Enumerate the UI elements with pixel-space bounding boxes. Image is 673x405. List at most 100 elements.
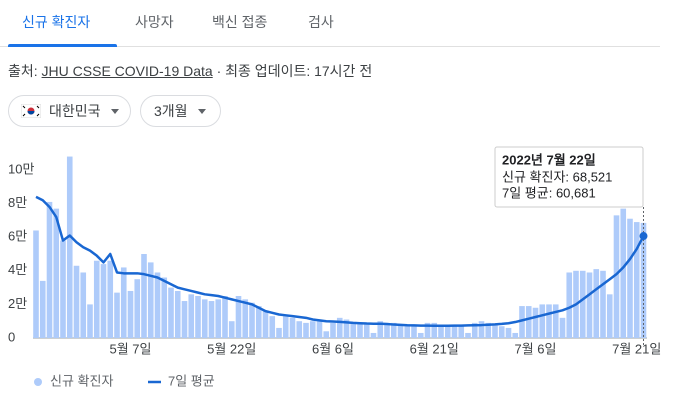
x-tick-label: 5월 7일: [110, 341, 152, 356]
bar: [363, 324, 370, 338]
y-tick-label: 6만: [8, 229, 27, 244]
tab[interactable]: 신규 확진자: [22, 14, 91, 30]
bar: [525, 306, 532, 338]
tooltip-title: 2022년 7월 22일: [502, 152, 596, 167]
bar: [384, 324, 390, 338]
bar: [438, 324, 444, 338]
bar: [262, 311, 269, 338]
bar: [53, 208, 60, 338]
bar: [613, 215, 620, 338]
x-tick-label: 5월 22일: [207, 341, 256, 356]
bar: [269, 316, 276, 338]
bar: [46, 201, 53, 338]
bar: [208, 301, 215, 338]
bar: [181, 301, 188, 338]
bar: [485, 322, 492, 338]
bar: [505, 327, 512, 338]
bar: [323, 331, 330, 338]
country-dropdown[interactable]: 대한민국: [8, 95, 131, 127]
tab[interactable]: 사망자: [135, 14, 174, 30]
bar: [93, 260, 100, 338]
tab-indicator: [8, 44, 117, 47]
bar: [282, 316, 289, 338]
bar: [512, 332, 519, 338]
tab[interactable]: 백신 접종: [212, 14, 268, 30]
bar: [377, 321, 384, 338]
flag: [21, 104, 41, 118]
bar: [559, 317, 566, 338]
bar: [444, 326, 451, 338]
bar: [397, 324, 404, 338]
bar: [370, 332, 377, 338]
bar: [107, 260, 114, 338]
bar: [309, 321, 316, 338]
bar: [114, 292, 120, 338]
bar: [296, 321, 303, 338]
bar: [411, 326, 417, 338]
bar: [33, 230, 39, 338]
bar: [350, 322, 357, 338]
bar: [316, 321, 323, 338]
tooltip-line: 신규 확진자: 68,521: [502, 169, 612, 184]
bar: [235, 296, 242, 338]
bar: [579, 270, 586, 338]
bar: [87, 304, 93, 338]
bar: [566, 272, 573, 338]
bar: [343, 319, 350, 338]
bar: [215, 299, 222, 338]
bar: [147, 262, 154, 338]
period-label: 3개월: [154, 103, 188, 119]
bar: [633, 222, 640, 338]
bar: [330, 322, 336, 338]
bar: [120, 267, 127, 338]
bar: [478, 321, 485, 338]
bar: [289, 317, 296, 338]
bar: [471, 322, 478, 338]
country-label: 대한민국: [49, 103, 101, 119]
bar: [431, 322, 438, 338]
source-link[interactable]: JHU CSSE COVID-19 Data: [41, 63, 213, 79]
x-tick-label: 6월 21일: [410, 341, 459, 356]
bar: [417, 332, 424, 338]
bar: [174, 290, 181, 338]
bar: [154, 272, 161, 338]
bar: [222, 296, 228, 338]
bar: [492, 324, 498, 338]
bar: [134, 279, 141, 338]
tab-divider: [0, 46, 660, 47]
average-line: [35, 195, 645, 327]
update-time: · 최종 업데이트: 17시간 전: [216, 63, 373, 79]
bar: [620, 208, 627, 338]
y-tick-label: 2만: [8, 296, 27, 311]
bar: [39, 280, 46, 338]
tab[interactable]: 검사: [308, 14, 334, 30]
bar: [606, 294, 613, 338]
bar: [586, 272, 593, 338]
y-tick-label: 4만: [8, 262, 27, 277]
bar: [546, 304, 552, 338]
bar: [168, 287, 174, 338]
bar: [201, 299, 208, 338]
bar: [404, 326, 411, 338]
bar: [161, 277, 168, 338]
bar: [357, 322, 363, 338]
legend-label: 신규 확진자: [50, 373, 113, 388]
bar: [465, 332, 471, 338]
bar: [303, 322, 309, 338]
bar: [458, 326, 465, 338]
y-tick-label: 10만: [8, 161, 34, 176]
bar: [242, 299, 249, 338]
legend-swatch: [34, 378, 42, 386]
bar: [228, 321, 235, 338]
x-tick-label: 7월 21일: [612, 341, 661, 356]
bar: [600, 270, 606, 338]
bar: [127, 290, 134, 338]
bar: [532, 307, 539, 338]
tooltip-line: 7일 평균: 60,681: [502, 185, 596, 200]
bar: [60, 240, 66, 338]
bar: [73, 265, 80, 338]
bar: [336, 317, 343, 338]
source-line: 출처: JHU CSSE COVID-19 Data · 최종 업데이트: 17…: [8, 61, 372, 81]
period-dropdown[interactable]: 3개월: [140, 95, 221, 127]
